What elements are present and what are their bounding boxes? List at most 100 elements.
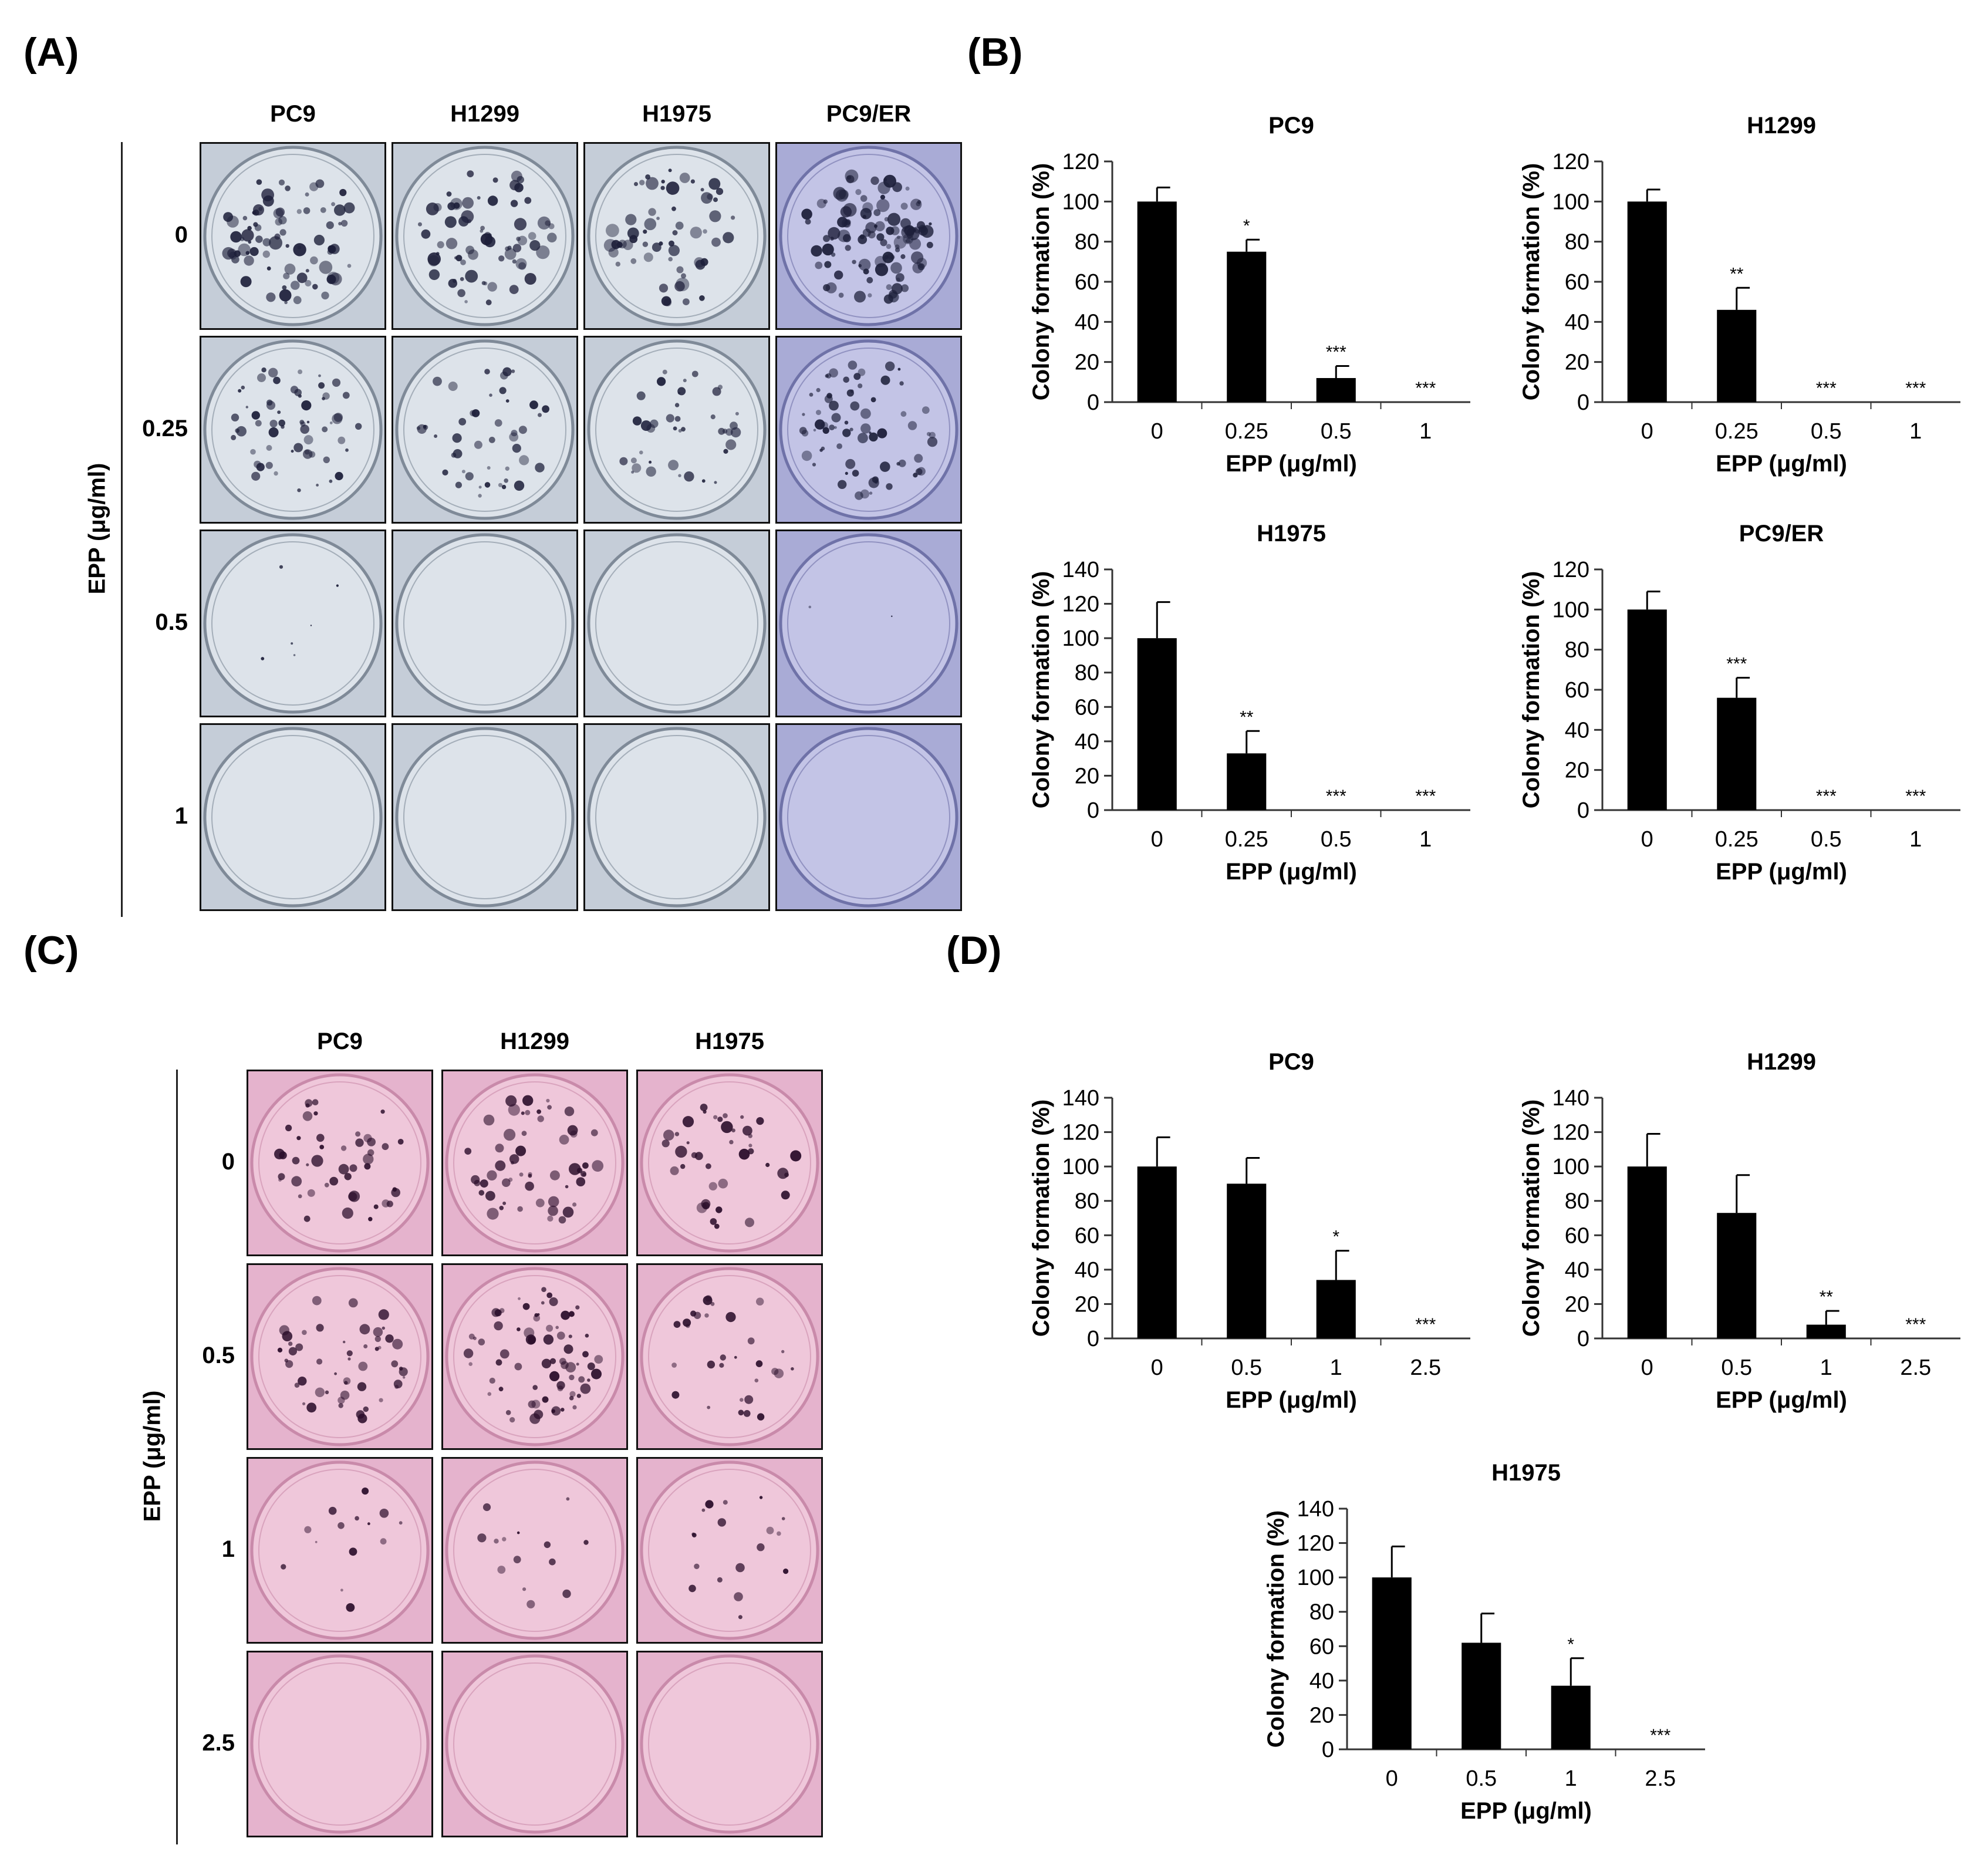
bar-chart: PC9 0 20 40 60 80 100 120 0 * 0.25 *** 0.5 *** 1 EPP (μ… xyxy=(1012,109,1494,484)
culture-well xyxy=(391,723,578,911)
x-axis-label: EPP (μg/ml) xyxy=(1226,1387,1357,1413)
y-tick-label: 0 xyxy=(1577,1327,1589,1351)
y-tick-label: 40 xyxy=(1565,310,1589,335)
chart-title: H1299 xyxy=(1747,1049,1816,1075)
y-tick-label: 40 xyxy=(1075,310,1099,335)
x-axis-label: EPP (μg/ml) xyxy=(1716,859,1847,885)
y-tick-label: 60 xyxy=(1565,1223,1589,1248)
y-axis-label: Colony formation (%) xyxy=(1028,163,1054,400)
significance-marker: *** xyxy=(1415,379,1436,398)
y-tick-label: 120 xyxy=(1062,592,1099,617)
y-tick-label: 100 xyxy=(1552,598,1589,622)
bar xyxy=(1627,1166,1667,1338)
bar xyxy=(1316,1280,1356,1338)
y-tick-label: 100 xyxy=(1062,190,1099,214)
x-tick-label: 1 xyxy=(1419,419,1432,444)
panel-letter-d: (D) xyxy=(946,928,1002,973)
y-tick-label: 40 xyxy=(1565,718,1589,743)
culture-well xyxy=(441,1263,628,1450)
plate-row-label: 0 xyxy=(174,222,188,248)
culture-well xyxy=(583,336,770,524)
y-tick-label: 120 xyxy=(1062,150,1099,174)
x-axis-label: EPP (μg/ml) xyxy=(1716,451,1847,477)
y-axis-label: Colony formation (%) xyxy=(1263,1510,1289,1748)
chart-title: H1299 xyxy=(1747,113,1816,139)
x-tick-label: 1 xyxy=(1419,827,1432,852)
chart-title: H1975 xyxy=(1257,521,1326,547)
culture-well xyxy=(441,1070,628,1256)
bar-chart: H1975 0 20 40 60 80 100 120 140 0 ** 0.25 *** 0.5 *** 1… xyxy=(1012,517,1494,892)
y-tick-label: 20 xyxy=(1075,764,1099,788)
x-tick-label: 0.5 xyxy=(1811,419,1842,444)
culture-well xyxy=(200,723,386,911)
y-tick-label: 120 xyxy=(1552,1121,1589,1145)
plate-column-header: H1299 xyxy=(450,101,519,127)
y-tick-label: 0 xyxy=(1087,390,1099,415)
bar xyxy=(1627,201,1667,402)
y-tick-label: 20 xyxy=(1075,350,1099,375)
culture-well xyxy=(391,529,578,717)
y-tick-label: 80 xyxy=(1075,230,1099,255)
culture-well xyxy=(247,1070,433,1256)
bar xyxy=(1806,1324,1846,1338)
plate-axis-line xyxy=(176,1070,178,1844)
bar xyxy=(1717,1213,1757,1338)
plate-axis-label: EPP (μg/ml) xyxy=(139,1390,166,1522)
culture-well xyxy=(247,1457,433,1644)
culture-well xyxy=(391,142,578,330)
culture-well xyxy=(583,142,770,330)
y-tick-label: 60 xyxy=(1309,1634,1334,1659)
panel-letter-c: (C) xyxy=(23,928,79,973)
y-tick-label: 80 xyxy=(1565,230,1589,255)
chart-title: PC9 xyxy=(1268,1049,1314,1075)
plate-row-label: 0 xyxy=(221,1149,235,1175)
culture-well xyxy=(636,1263,823,1450)
y-tick-label: 20 xyxy=(1309,1703,1334,1728)
y-axis-label: Colony formation (%) xyxy=(1518,1099,1544,1337)
culture-well xyxy=(775,336,962,524)
x-tick-label: 0.25 xyxy=(1715,419,1759,444)
x-tick-label: 0.25 xyxy=(1715,827,1759,852)
significance-marker: *** xyxy=(1415,1315,1436,1334)
culture-well xyxy=(636,1070,823,1256)
y-tick-label: 120 xyxy=(1552,558,1589,582)
y-tick-label: 140 xyxy=(1297,1497,1334,1522)
panel-letter-a: (A) xyxy=(23,30,79,75)
x-tick-label: 0 xyxy=(1641,827,1653,852)
y-tick-label: 40 xyxy=(1565,1258,1589,1283)
x-tick-label: 0 xyxy=(1151,827,1163,852)
significance-marker: * xyxy=(1243,216,1250,235)
bar xyxy=(1137,638,1177,810)
bar-chart: H1299 0 20 40 60 80 100 120 140 0 0.5 ** 1 *** 2.5 EPP … xyxy=(1503,1045,1984,1421)
significance-marker: * xyxy=(1332,1227,1339,1247)
x-tick-label: 1 xyxy=(1820,1355,1832,1380)
y-tick-label: 80 xyxy=(1565,1189,1589,1214)
bar-chart: H1299 0 20 40 60 80 100 120 0 ** 0.25 *** 0.5 *** 1 EPP… xyxy=(1503,109,1984,484)
x-tick-label: 0 xyxy=(1386,1766,1398,1791)
bar xyxy=(1462,1642,1501,1749)
y-tick-label: 0 xyxy=(1087,1327,1099,1351)
significance-marker: *** xyxy=(1415,787,1436,806)
significance-marker: * xyxy=(1567,1635,1574,1654)
plate-row-label: 0.25 xyxy=(142,416,188,441)
x-tick-label: 0 xyxy=(1641,419,1653,444)
plate-row-label: 0.5 xyxy=(155,609,188,635)
x-tick-label: 0.5 xyxy=(1321,827,1352,852)
y-tick-label: 60 xyxy=(1565,678,1589,703)
x-tick-label: 1 xyxy=(1909,827,1922,852)
chart-title: PC9/ER xyxy=(1739,521,1824,547)
y-axis-label: Colony formation (%) xyxy=(1518,163,1544,400)
bar xyxy=(1627,609,1667,810)
significance-marker: ** xyxy=(1820,1287,1834,1307)
bar xyxy=(1372,1577,1412,1749)
plate-row-label: 1 xyxy=(221,1536,235,1562)
x-tick-label: 0.25 xyxy=(1225,419,1268,444)
y-tick-label: 20 xyxy=(1565,758,1589,783)
bar xyxy=(1227,1183,1267,1338)
x-axis-label: EPP (μg/ml) xyxy=(1226,859,1357,885)
y-tick-label: 80 xyxy=(1075,661,1099,686)
bar xyxy=(1137,1166,1177,1338)
x-tick-label: 0.5 xyxy=(1721,1355,1752,1380)
y-tick-label: 60 xyxy=(1565,270,1589,295)
y-tick-label: 100 xyxy=(1552,190,1589,214)
